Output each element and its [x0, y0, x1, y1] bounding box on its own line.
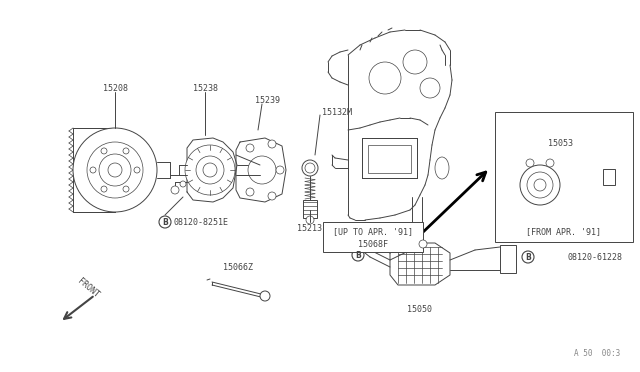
- Bar: [495, 112, 633, 242]
- Circle shape: [203, 163, 217, 177]
- Text: 15238: 15238: [193, 83, 218, 93]
- Text: 15208: 15208: [102, 83, 127, 93]
- Bar: [362, 138, 417, 178]
- Circle shape: [403, 50, 427, 74]
- Text: 08120-8251E: 08120-8251E: [173, 218, 228, 227]
- Circle shape: [306, 216, 314, 224]
- Circle shape: [419, 240, 427, 248]
- Circle shape: [123, 148, 129, 154]
- Circle shape: [260, 291, 270, 301]
- Circle shape: [73, 128, 157, 212]
- Text: B: B: [162, 218, 168, 227]
- Circle shape: [171, 186, 179, 194]
- Ellipse shape: [435, 157, 449, 179]
- Circle shape: [101, 148, 107, 154]
- Circle shape: [90, 167, 96, 173]
- Circle shape: [420, 78, 440, 98]
- Bar: [500, 245, 516, 273]
- Text: 08120-61228: 08120-61228: [568, 253, 623, 262]
- Bar: [368, 145, 411, 173]
- Circle shape: [87, 142, 143, 198]
- Text: [UP TO APR. '91]: [UP TO APR. '91]: [333, 228, 413, 237]
- Circle shape: [248, 156, 276, 184]
- Text: B: B: [355, 250, 361, 260]
- Circle shape: [527, 172, 553, 198]
- Circle shape: [268, 140, 276, 148]
- Circle shape: [180, 181, 186, 187]
- Circle shape: [369, 62, 401, 94]
- Circle shape: [196, 156, 224, 184]
- Text: 15050: 15050: [408, 305, 433, 314]
- Circle shape: [246, 188, 254, 196]
- Bar: [323, 222, 423, 252]
- Circle shape: [123, 186, 129, 192]
- Circle shape: [526, 159, 534, 167]
- Text: [FROM APR. '91]: [FROM APR. '91]: [527, 228, 602, 237]
- Text: A 50  00:3: A 50 00:3: [573, 349, 620, 358]
- Circle shape: [276, 166, 284, 174]
- Text: 15053: 15053: [548, 138, 573, 148]
- Circle shape: [534, 179, 546, 191]
- Text: 15132M: 15132M: [322, 108, 352, 116]
- Bar: [73, 128, 115, 212]
- Circle shape: [305, 163, 315, 173]
- Text: 08120-8201E: 08120-8201E: [337, 240, 392, 248]
- Text: B: B: [525, 253, 531, 262]
- Text: 15068F: 15068F: [358, 240, 388, 248]
- Bar: [303, 200, 317, 218]
- Text: 15213: 15213: [298, 224, 323, 232]
- Circle shape: [99, 154, 131, 186]
- Circle shape: [101, 186, 107, 192]
- Circle shape: [520, 165, 560, 205]
- Circle shape: [522, 251, 534, 263]
- Circle shape: [108, 163, 122, 177]
- Bar: [603, 169, 615, 185]
- Circle shape: [302, 160, 318, 176]
- Text: 15066Z: 15066Z: [223, 263, 253, 273]
- Circle shape: [159, 216, 171, 228]
- Text: 15239: 15239: [255, 96, 280, 105]
- Circle shape: [185, 145, 235, 195]
- Circle shape: [134, 167, 140, 173]
- Circle shape: [246, 144, 254, 152]
- Circle shape: [352, 249, 364, 261]
- Circle shape: [268, 192, 276, 200]
- Circle shape: [546, 159, 554, 167]
- Text: FRONT: FRONT: [76, 276, 100, 299]
